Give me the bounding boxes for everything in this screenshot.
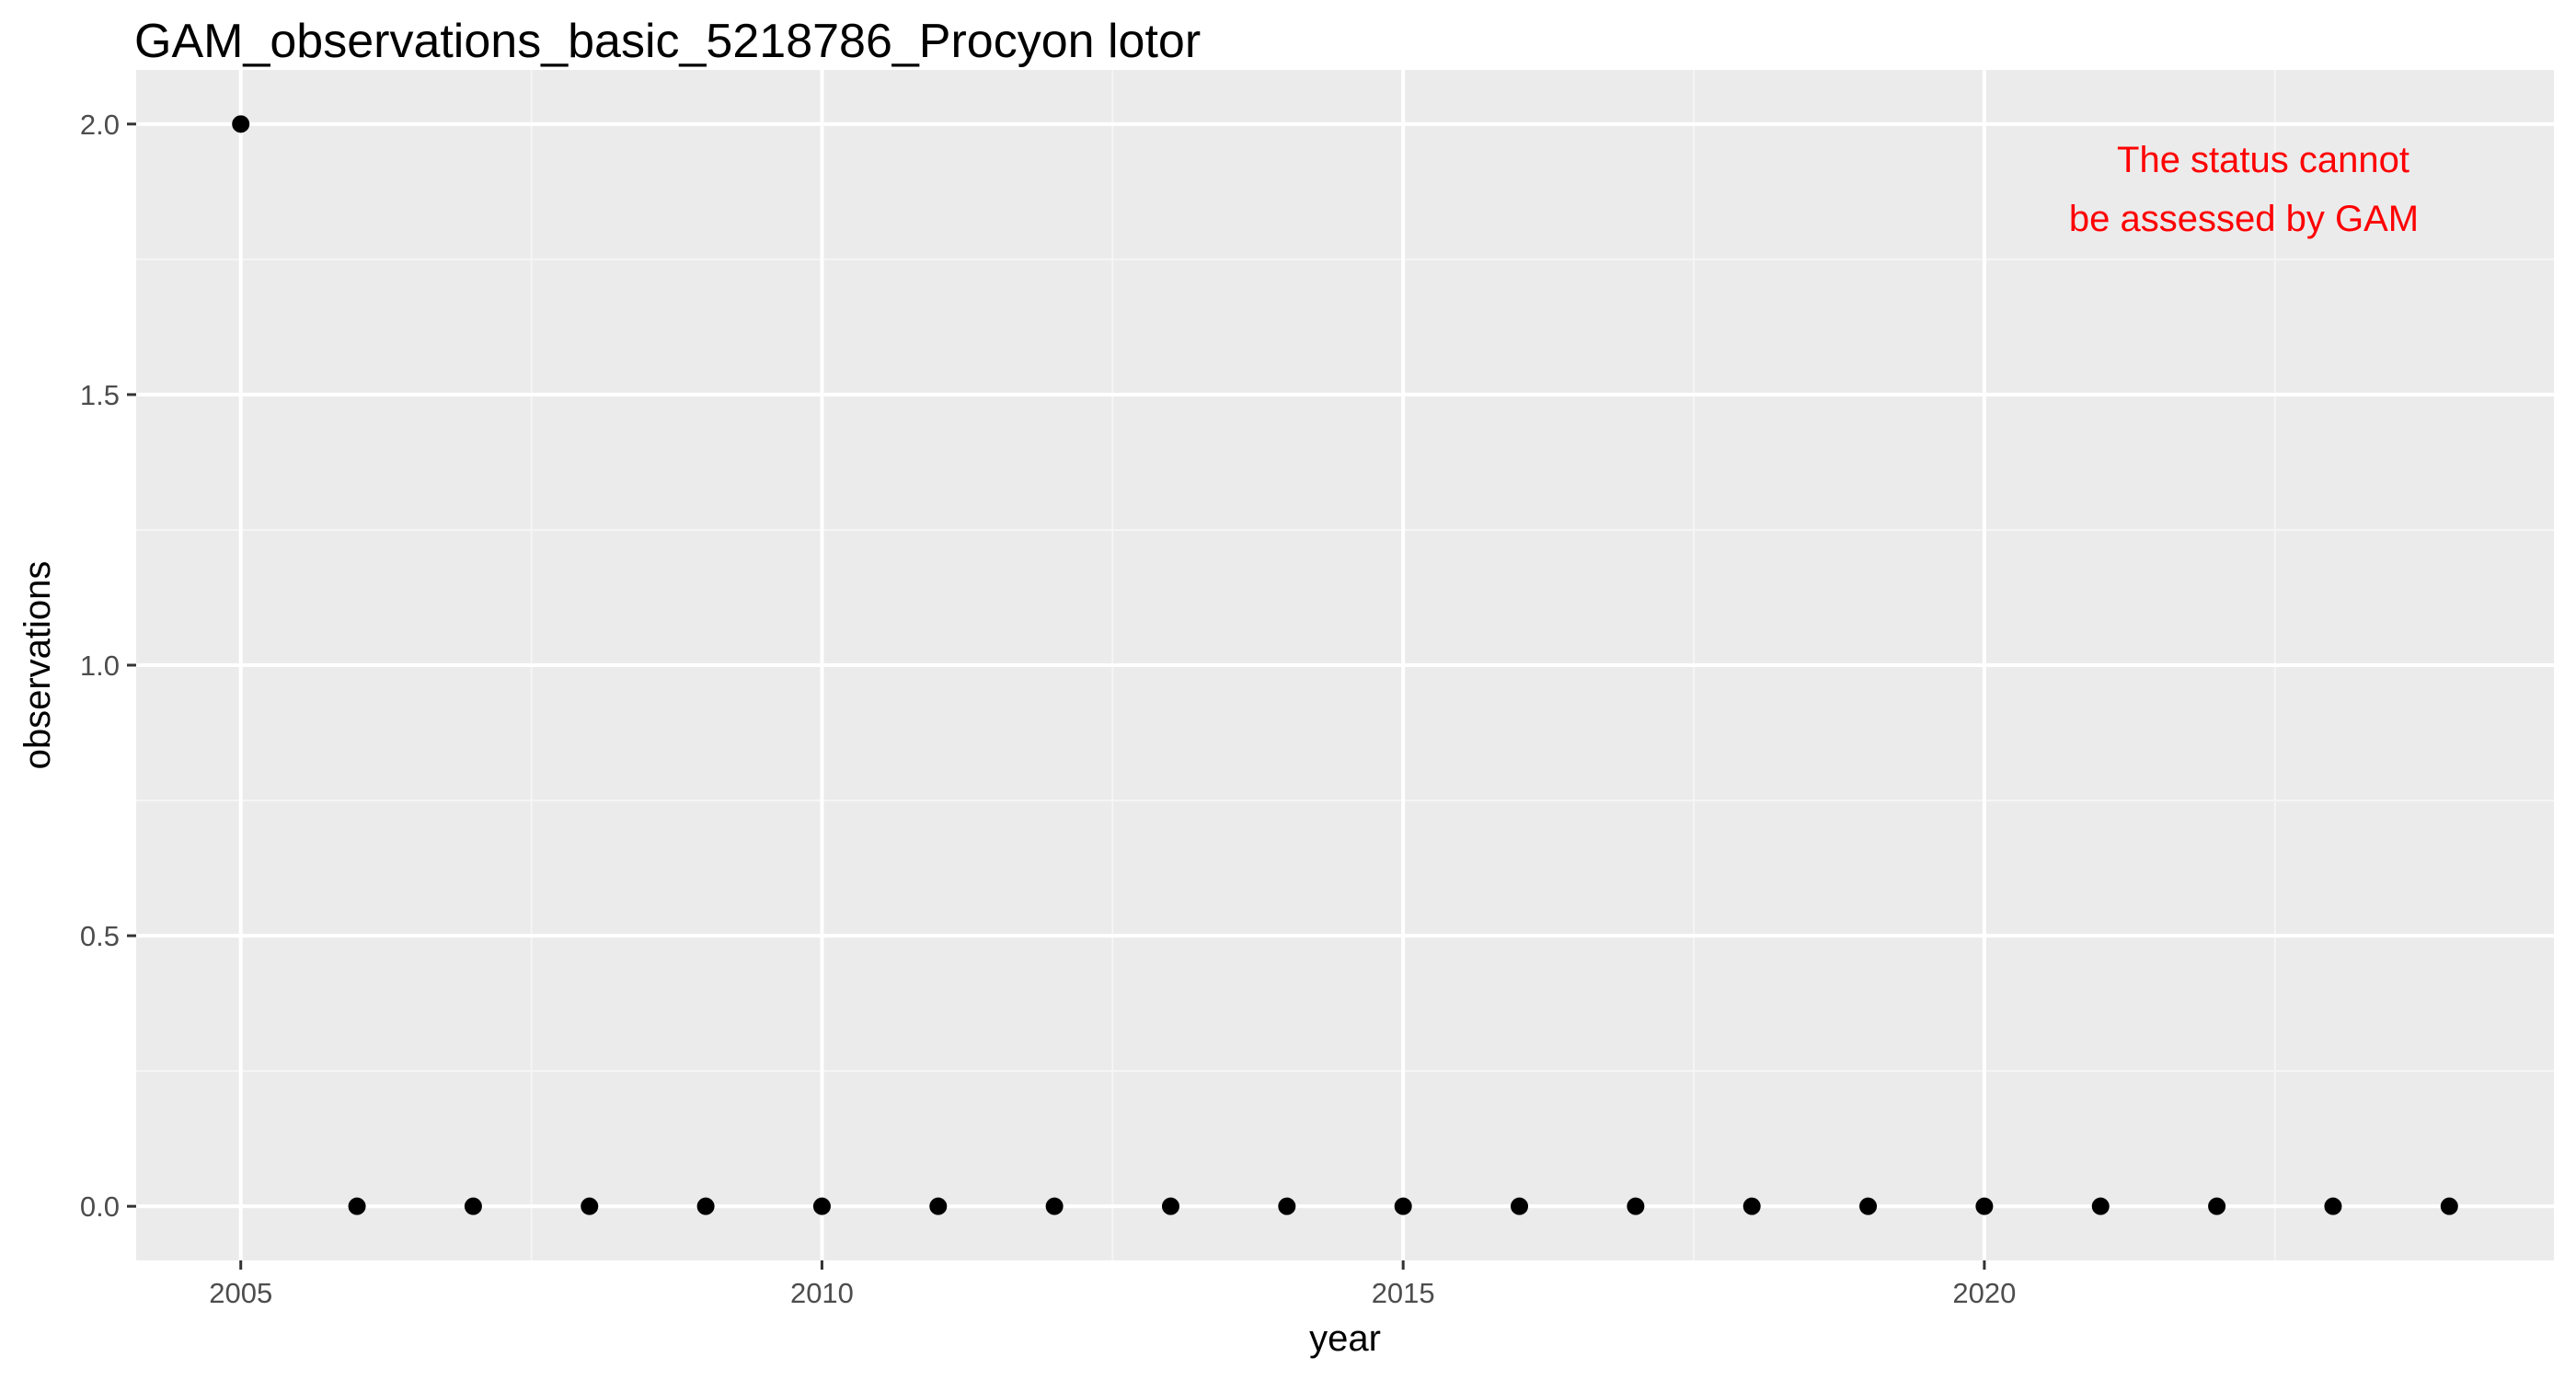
y-axis: 0.0 0.5 1.0 1.5 2.0 [80,109,136,1223]
y-tick-label: 2.0 [80,109,120,141]
annotation-line-2: be assessed by GAM [2069,199,2419,239]
data-point [1859,1197,1878,1215]
data-point [1742,1197,1761,1215]
x-tick-label: 2005 [209,1277,272,1309]
data-point [232,115,250,133]
data-point [348,1197,366,1215]
y-tick-label: 0.5 [80,920,120,952]
annotation-line-1: The status cannot [2117,140,2409,180]
data-point [1394,1197,1412,1215]
y-axis-title: observations [17,561,58,770]
chart-title: GAM_observations_basic_5218786_Procyon l… [134,15,1201,68]
y-tick-label: 1.0 [80,650,120,682]
data-point [1627,1197,1645,1215]
data-point [929,1197,948,1215]
data-point [1045,1197,1064,1215]
y-tick-label: 1.5 [80,379,120,411]
data-point [2208,1197,2226,1215]
data-point [2324,1197,2342,1215]
data-point [1161,1197,1179,1215]
x-tick-label: 2015 [1372,1277,1435,1309]
data-point [1278,1197,1296,1215]
data-point [812,1197,831,1215]
data-point [2440,1197,2458,1215]
x-axis: 2005 2010 2015 2020 [209,1260,2016,1309]
grid-major [136,70,2554,1260]
data-point [1511,1197,1529,1215]
data-point [581,1197,599,1215]
x-tick-label: 2010 [790,1277,854,1309]
x-axis-title: year [1309,1318,1381,1359]
y-tick-label: 0.0 [80,1190,120,1223]
data-point [2091,1197,2110,1215]
data-points [232,115,2458,1215]
data-point [464,1197,482,1215]
data-point [696,1197,715,1215]
x-tick-label: 2020 [1952,1277,2016,1309]
data-point [1975,1197,1994,1215]
